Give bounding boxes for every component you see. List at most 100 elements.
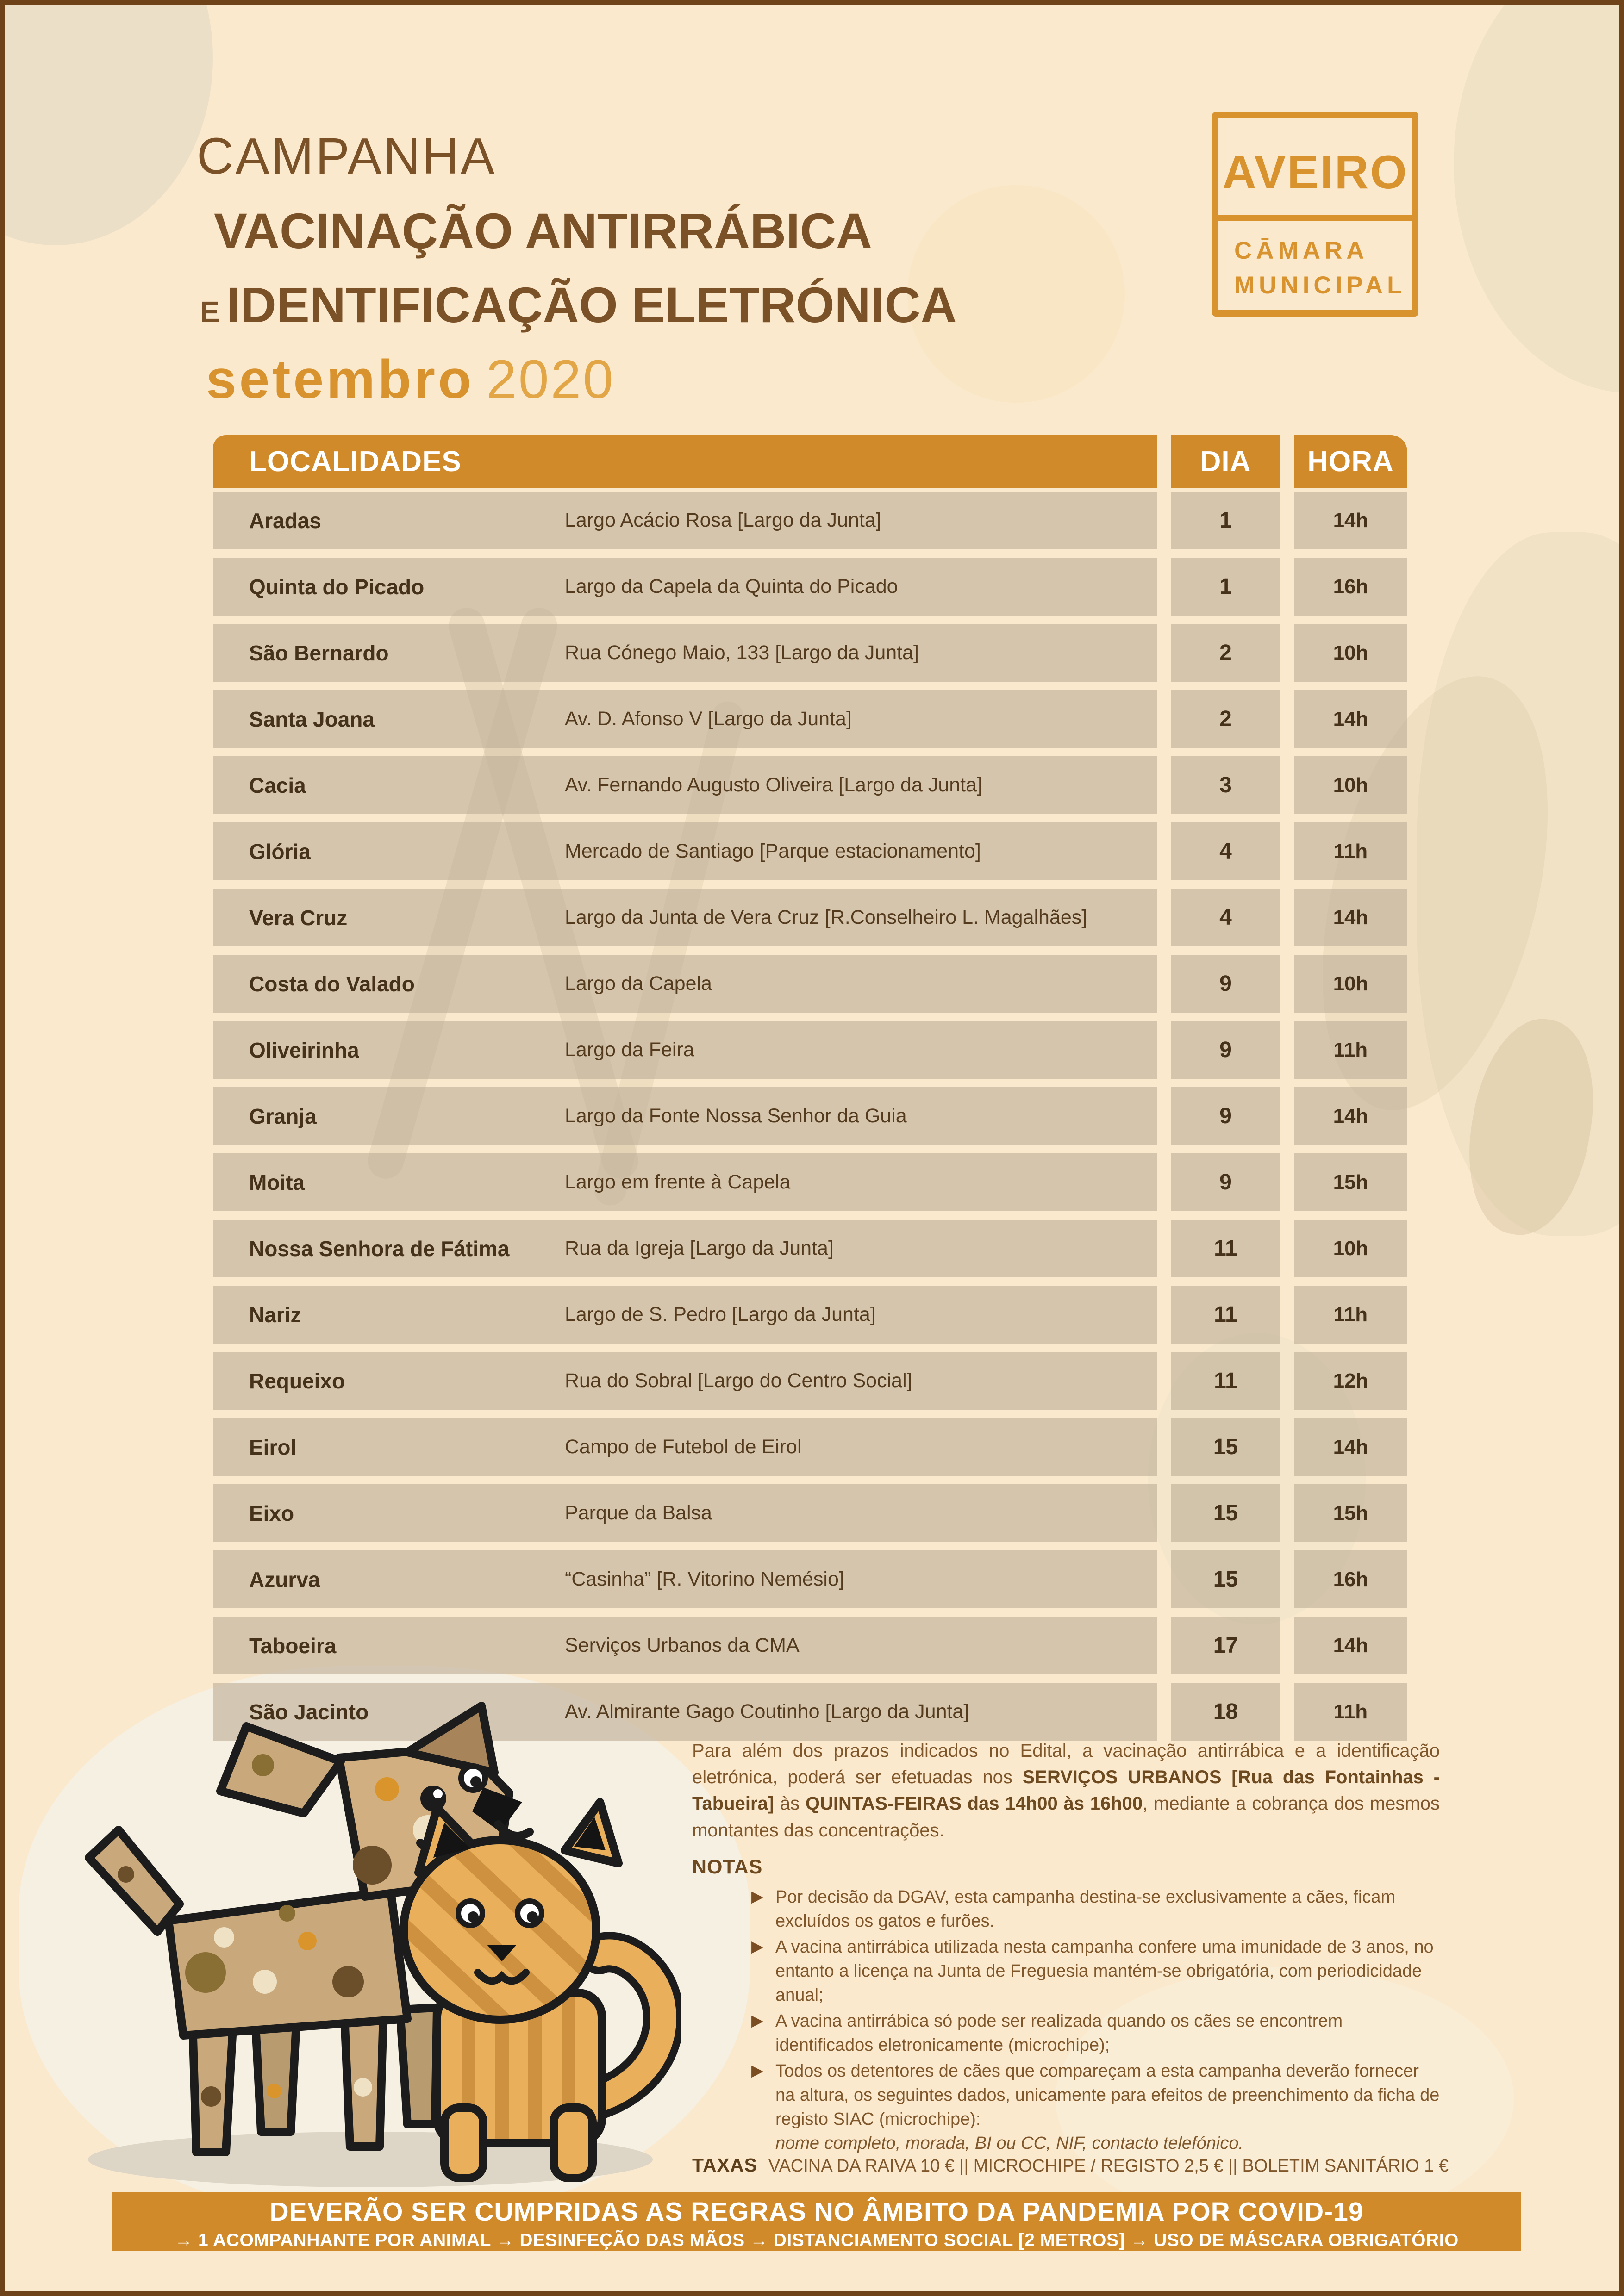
bullet-arrow-icon: ▶ — [751, 1887, 764, 1905]
locality-cell: Glória Mercado de Santiago [Parque estac… — [213, 822, 1157, 880]
day-cell: 2 — [1171, 624, 1280, 682]
table-row: Nossa Senhora de Fátima Rua da Igreja [L… — [213, 1220, 1407, 1277]
intro-text-part: Para além dos prazos indicados no Edital… — [692, 1741, 1440, 1788]
locality-address: Largo da Capela — [565, 972, 712, 995]
locality-cell: Moita Largo em frente à Capela — [213, 1153, 1157, 1211]
locality-name: Requeixo — [249, 1369, 345, 1393]
notas-heading: NOTAS — [692, 1855, 763, 1878]
hour-cell: 11h — [1294, 1021, 1407, 1079]
locality-name: Cacia — [249, 773, 306, 797]
locality-address: Rua da Igreja [Largo da Junta] — [565, 1237, 834, 1259]
locality-cell: Vera Cruz Largo da Junta de Vera Cruz [R… — [213, 889, 1157, 946]
table-row: Glória Mercado de Santiago [Parque estac… — [213, 822, 1407, 880]
locality-name: Eixo — [249, 1501, 294, 1525]
title-month-year: setembro 2020 — [206, 348, 615, 411]
title-line-campanha: CAMPANHA — [197, 128, 497, 185]
bullet-italic-tail: nome completo, morada, BI ou CC, NIF, co… — [775, 2134, 1244, 2153]
locality-name: Eirol — [249, 1435, 297, 1459]
locality-name: Vera Cruz — [249, 905, 348, 930]
locality-name: Nossa Senhora de Fátima — [249, 1236, 510, 1261]
locality-name: São Jacinto — [249, 1699, 369, 1724]
hour-cell: 15h — [1294, 1484, 1407, 1542]
bullet-arrow-icon: ▶ — [751, 2011, 764, 2029]
banner-line2: → 1 ACOMPANHANTE POR ANIMAL → DESINFEÇÃO… — [175, 2230, 1459, 2250]
title-conjunction-e: E — [200, 295, 220, 329]
day-cell: 17 — [1171, 1617, 1280, 1674]
logo-org-line2: MUNICIPAL — [1234, 272, 1406, 299]
locality-cell: Aradas Largo Acácio Rosa [Largo da Junta… — [213, 492, 1157, 549]
note-bullet: ▶ A vacina antirrábica só pode ser realiz… — [751, 2009, 1440, 2057]
background-shape — [5, 5, 213, 245]
locality-cell: Cacia Av. Fernando Augusto Oliveira [Lar… — [213, 756, 1157, 814]
hour-cell: 14h — [1294, 1617, 1407, 1674]
table-row: Oliveirinha Largo da Feira 9 11h — [213, 1021, 1407, 1079]
day-cell: 2 — [1171, 690, 1280, 748]
table-row: Eirol Campo de Futebol de Eirol 15 14h — [213, 1418, 1407, 1476]
locality-cell: Requeixo Rua do Sobral [Largo do Centro … — [213, 1352, 1157, 1410]
table-row: Requeixo Rua do Sobral [Largo do Centro … — [213, 1352, 1407, 1410]
bullet-text: Por decisão da DGAV, esta campanha desti… — [775, 1887, 1396, 1931]
locality-address: Rua do Sobral [Largo do Centro Social] — [565, 1369, 912, 1392]
logo-divider — [1218, 215, 1412, 221]
bullet-arrow-icon: ▶ — [751, 2062, 764, 2080]
locality-name: Granja — [249, 1104, 317, 1128]
locality-cell: São Bernardo Rua Cónego Maio, 133 [Largo… — [213, 624, 1157, 682]
hour-cell: 16h — [1294, 558, 1407, 616]
locality-name: Nariz — [249, 1302, 301, 1327]
note-bullet: ▶ Por decisão da DGAV, esta campanha dest… — [751, 1885, 1440, 1933]
cat-icon — [400, 1798, 681, 2182]
locality-name: São Bernardo — [249, 641, 389, 665]
locality-address: Largo da Capela da Quinta do Picado — [565, 575, 898, 597]
day-cell: 15 — [1171, 1418, 1280, 1476]
bullet-text: A vacina antirrábica utilizada nesta cam… — [775, 1937, 1434, 2005]
table-row: Taboeira Serviços Urbanos da CMA 17 14h — [213, 1617, 1407, 1674]
locality-cell: Costa do Valado Largo da Capela — [213, 955, 1157, 1013]
locality-name: Oliveirinha — [249, 1038, 359, 1062]
taxas-text: VACINA DA RAIVA 10 € || MICROCHIPE / REG… — [768, 2156, 1449, 2176]
day-cell: 9 — [1171, 1021, 1280, 1079]
table-row: Moita Largo em frente à Capela 9 15h — [213, 1153, 1407, 1211]
table-row: Quinta do Picado Largo da Capela da Quin… — [213, 558, 1407, 616]
locality-cell: Nariz Largo de S. Pedro [Largo da Junta] — [213, 1286, 1157, 1344]
locality-cell: Oliveirinha Largo da Feira — [213, 1021, 1157, 1079]
locality-cell: Azurva “Casinha” [R. Vitorino Nemésio] — [213, 1550, 1157, 1608]
locality-name: Aradas — [249, 508, 321, 533]
locality-address: Largo da Junta de Vera Cruz [R.Conselhei… — [565, 906, 1087, 928]
day-cell: 4 — [1171, 889, 1280, 946]
locality-address: Parque da Balsa — [565, 1502, 712, 1524]
bullet-arrow-icon: ▶ — [751, 1937, 764, 1955]
hour-cell: 14h — [1294, 690, 1407, 748]
intro-text-part: às — [774, 1793, 806, 1814]
day-cell: 1 — [1171, 558, 1280, 616]
notes-intro: Para além dos prazos indicados no Edital… — [692, 1738, 1440, 1844]
table-header-row: LOCALIDADES DIA HORA — [213, 435, 1407, 488]
bullet-text: Todos os detentores de cães que compareç… — [775, 2061, 1440, 2129]
table-rows: Aradas Largo Acácio Rosa [Largo da Junta… — [213, 492, 1407, 1741]
hour-cell: 10h — [1294, 955, 1407, 1013]
locality-address: Mercado de Santiago [Parque estacionamen… — [565, 840, 981, 862]
locality-address: “Casinha” [R. Vitorino Nemésio] — [565, 1568, 844, 1590]
aveiro-municipal-logo: AVEIRO CĀMARA MUNICIPAL — [1212, 112, 1418, 317]
day-cell: 9 — [1171, 955, 1280, 1013]
table-row: Santa Joana Av. D. Afonso V [Largo da Ju… — [213, 690, 1407, 748]
locality-cell: Taboeira Serviços Urbanos da CMA — [213, 1617, 1157, 1674]
locality-address: Av. Fernando Augusto Oliveira [Largo da … — [565, 774, 982, 796]
locality-address: Largo da Feira — [565, 1039, 694, 1061]
title-month: setembro — [206, 349, 475, 410]
bullet-text: A vacina antirrábica só pode ser realiza… — [775, 2011, 1343, 2055]
locality-address: Largo Acácio Rosa [Largo da Junta] — [565, 509, 881, 531]
background-shape — [1454, 5, 1619, 393]
hour-cell: 11h — [1294, 1683, 1407, 1741]
locality-address: Largo da Fonte Nossa Senhor da Guia — [565, 1105, 907, 1127]
logo-organization: CĀMARA MUNICIPAL — [1234, 233, 1406, 303]
locality-name: Santa Joana — [249, 707, 375, 731]
day-cell: 3 — [1171, 756, 1280, 814]
hour-cell: 10h — [1294, 756, 1407, 814]
day-cell: 15 — [1171, 1550, 1280, 1608]
dog-and-cat-illustration — [85, 1702, 681, 2187]
table-row: Costa do Valado Largo da Capela 9 10h — [213, 955, 1407, 1013]
table-row: Granja Largo da Fonte Nossa Senhor da Gu… — [213, 1087, 1407, 1145]
note-bullet: ▶ Todos os detentores de cães que compare… — [751, 2059, 1440, 2155]
locality-name: Quinta do Picado — [249, 574, 425, 599]
intro-text-part: SERVIÇOS URBANOS [Rua das Fontainhas - T… — [692, 1767, 1440, 1814]
